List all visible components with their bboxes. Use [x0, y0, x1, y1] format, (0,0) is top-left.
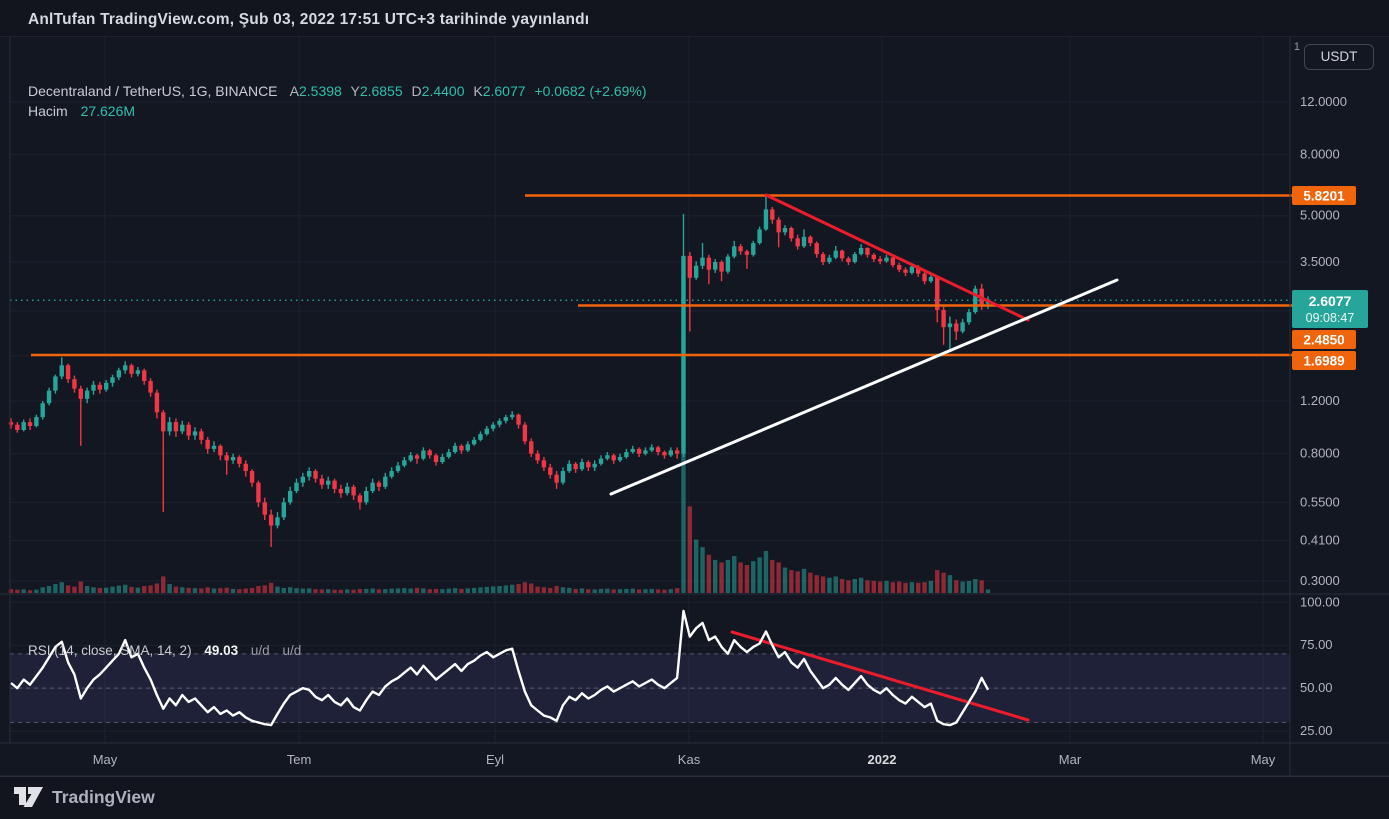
pane-borders: [0, 37, 1389, 776]
tradingview-footer-logo[interactable]: TradingView: [14, 783, 155, 811]
volume-label: Hacim: [28, 103, 68, 119]
svg-text:0.8000: 0.8000: [1300, 446, 1340, 461]
price-scale-index: 1: [1293, 41, 1300, 53]
rsi-extra-1: u/d: [250, 643, 270, 658]
rsi-indicator-row[interactable]: RSI (14, close, SMA, 14, 2) 49.03 u/d u/…: [28, 643, 301, 658]
svg-text:12.0000: 12.0000: [1300, 94, 1347, 109]
rsi-line: [10, 609, 990, 727]
volume-bars: [8, 453, 991, 593]
svg-text:5.8201: 5.8201: [1303, 189, 1345, 204]
symbol-header[interactable]: Decentraland / TetherUS, 1G, BINANCE A2.…: [28, 83, 647, 99]
open-value: 2.5398: [299, 83, 342, 99]
svg-text:25.00: 25.00: [1300, 723, 1333, 738]
chart-widget[interactable]: 12.0000 8.0000 5.0000 3.5000 1.2000 0.8000 0.5…: [0, 36, 1389, 777]
svg-text:Eyl: Eyl: [486, 752, 504, 767]
currency-unit-button[interactable]: USDT: [1304, 44, 1374, 70]
svg-text:09:08:47: 09:08:47: [1306, 311, 1355, 325]
svg-text:1.2000: 1.2000: [1300, 393, 1340, 408]
svg-text:8.0000: 8.0000: [1300, 147, 1340, 162]
open-label: A: [289, 83, 299, 99]
horizontal-level-lines[interactable]: [31, 194, 1292, 357]
tradingview-logo-icon: [14, 787, 43, 807]
tradingview-footer-text: TradingView: [52, 786, 155, 807]
svg-text:100.00: 100.00: [1300, 594, 1340, 609]
svg-text:Mar: Mar: [1059, 752, 1082, 767]
high-value: 2.6855: [359, 83, 403, 99]
svg-text:Kas: Kas: [678, 752, 701, 767]
volume-indicator-row: Hacim 27.626M: [28, 103, 135, 119]
svg-text:2.6077: 2.6077: [1309, 293, 1352, 309]
svg-text:2022: 2022: [868, 752, 897, 767]
svg-text:Tem: Tem: [287, 752, 312, 767]
svg-text:0.5500: 0.5500: [1300, 494, 1340, 509]
svg-text:1.6989: 1.6989: [1303, 354, 1344, 369]
publish-info-bar: AnlTufan TradingView.com, Şub 03, 2022 1…: [28, 9, 589, 31]
candlesticks: [8, 195, 991, 547]
close-value: 2.6077: [482, 83, 526, 99]
symbol-title[interactable]: Decentraland / TetherUS, 1G, BINANCE: [28, 83, 278, 99]
time-axis[interactable]: May Tem Eyl Kas 2022 Mar May: [93, 752, 1276, 767]
svg-text:0.3000: 0.3000: [1300, 573, 1340, 588]
chart-canvas[interactable]: 12.0000 8.0000 5.0000 3.5000 1.2000 0.8000 0.5…: [0, 37, 1389, 776]
close-label: K: [473, 83, 483, 99]
svg-text:2.4850: 2.4850: [1303, 333, 1344, 348]
low-label: D: [411, 83, 422, 99]
publish-text: AnlTufan TradingView.com, Şub 03, 2022 1…: [28, 11, 590, 28]
svg-text:May: May: [93, 752, 118, 767]
svg-text:5.0000: 5.0000: [1300, 208, 1340, 223]
svg-text:3.5000: 3.5000: [1300, 254, 1340, 269]
trendline-ascending-support: [609, 278, 1119, 496]
price-axis[interactable]: 12.0000 8.0000 5.0000 3.5000 1.2000 0.8000 0.5…: [1300, 94, 1347, 738]
rsi-title[interactable]: RSI (14, close, SMA, 14, 2): [28, 643, 192, 658]
change-value: +0.0682 (+2.69%): [534, 83, 647, 99]
volume-value: 27.626M: [80, 103, 136, 119]
svg-text:75.00: 75.00: [1300, 637, 1333, 652]
rsi-band: [10, 653, 1290, 724]
svg-text:50.00: 50.00: [1300, 680, 1333, 695]
rsi-value: 49.03: [204, 643, 239, 658]
high-label: Y: [350, 83, 360, 99]
trendlines[interactable]: [609, 193, 1119, 722]
trendline-rsi-descending: [730, 630, 1030, 722]
low-value: 2.4400: [421, 83, 465, 99]
svg-text:May: May: [1251, 752, 1276, 767]
trendline-descending-resistance: [764, 193, 1030, 322]
grid-lines: [10, 37, 1290, 743]
price-axis-labels: 5.8201 2.4850 1.6989 2.6077 09:08:47: [1292, 186, 1368, 370]
svg-text:0.4100: 0.4100: [1300, 532, 1340, 547]
rsi-extra-2: u/d: [282, 643, 302, 658]
